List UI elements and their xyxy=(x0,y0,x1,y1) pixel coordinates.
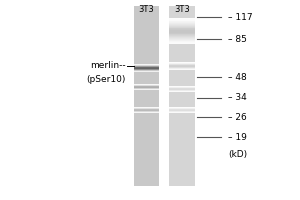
Bar xyxy=(169,62,195,63)
Text: – 85: – 85 xyxy=(228,34,247,44)
Bar xyxy=(169,109,195,110)
Text: – 34: – 34 xyxy=(228,94,247,102)
Bar xyxy=(169,86,195,87)
Bar xyxy=(169,19,195,20)
Bar xyxy=(169,68,195,69)
Bar xyxy=(169,32,195,33)
Bar xyxy=(169,64,195,65)
Bar xyxy=(169,41,195,42)
Bar xyxy=(169,28,195,29)
Bar xyxy=(169,90,195,91)
Bar xyxy=(169,23,195,24)
Text: merlin--: merlin-- xyxy=(90,62,126,71)
Text: – 48: – 48 xyxy=(228,72,247,82)
Bar xyxy=(169,24,195,25)
Bar xyxy=(134,112,159,113)
Bar xyxy=(169,39,195,40)
Bar xyxy=(169,18,195,19)
Bar xyxy=(169,30,195,31)
Bar xyxy=(169,67,195,68)
Bar xyxy=(134,107,159,108)
Bar xyxy=(134,108,159,109)
Bar xyxy=(169,21,195,22)
Bar xyxy=(169,42,195,43)
Bar xyxy=(134,89,159,90)
Text: – 117: – 117 xyxy=(228,12,253,21)
Bar xyxy=(169,37,195,38)
Bar xyxy=(169,110,195,111)
Bar xyxy=(169,34,195,35)
Bar xyxy=(134,84,159,85)
Bar xyxy=(169,25,195,26)
Text: 3T3: 3T3 xyxy=(174,5,190,14)
Bar xyxy=(169,38,195,39)
Bar xyxy=(169,112,195,113)
Bar xyxy=(169,43,195,44)
Text: 3T3: 3T3 xyxy=(138,5,154,14)
Bar xyxy=(134,86,159,87)
Text: (pSer10): (pSer10) xyxy=(87,75,126,84)
Bar xyxy=(134,88,159,89)
Bar xyxy=(134,87,159,88)
Bar xyxy=(169,63,195,64)
Bar xyxy=(134,64,159,65)
Bar xyxy=(169,89,195,90)
Bar xyxy=(169,29,195,30)
Bar xyxy=(169,27,195,28)
Bar xyxy=(169,31,195,32)
Bar xyxy=(134,71,159,72)
Bar xyxy=(169,107,195,108)
Bar xyxy=(169,22,195,23)
Bar xyxy=(134,110,159,111)
Bar xyxy=(169,66,195,67)
Bar xyxy=(134,109,159,110)
Text: – 26: – 26 xyxy=(228,112,247,121)
Bar xyxy=(169,88,195,89)
Bar xyxy=(134,85,159,86)
Bar xyxy=(169,26,195,27)
Bar xyxy=(134,68,159,69)
Bar xyxy=(169,35,195,36)
Bar xyxy=(134,65,159,66)
Bar xyxy=(169,91,195,92)
Text: – 19: – 19 xyxy=(228,133,247,142)
Text: (kD): (kD) xyxy=(228,150,247,158)
Bar xyxy=(134,66,159,67)
Bar xyxy=(134,67,159,68)
Bar xyxy=(134,69,159,70)
Bar xyxy=(169,65,195,66)
Bar xyxy=(169,6,195,186)
Bar xyxy=(169,40,195,41)
Bar xyxy=(169,108,195,109)
Bar xyxy=(169,87,195,88)
Bar xyxy=(169,36,195,37)
Bar xyxy=(134,111,159,112)
Bar xyxy=(169,33,195,34)
Bar xyxy=(134,70,159,71)
Bar xyxy=(169,20,195,21)
Bar xyxy=(169,69,195,70)
Bar xyxy=(169,111,195,112)
Bar xyxy=(134,6,159,186)
